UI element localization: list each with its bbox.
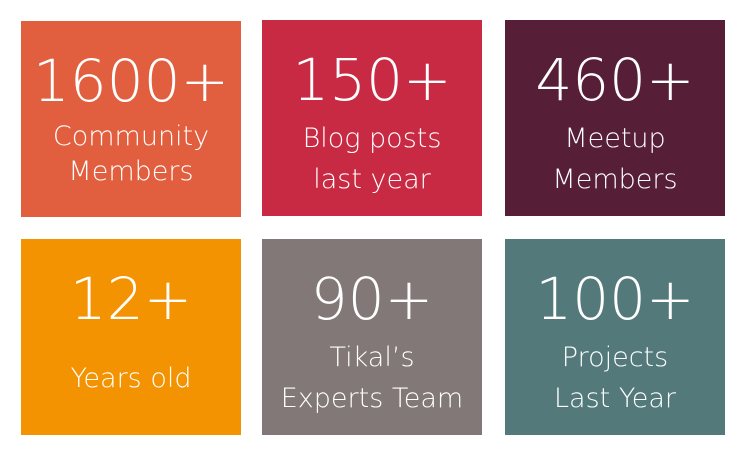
stat-tile-experts-team: 90+ Tikal’s Experts Team xyxy=(262,239,482,435)
stat-label-line2: Members xyxy=(552,164,678,195)
stat-label-line2: Members xyxy=(68,156,194,187)
stat-label-line2: Experts Team xyxy=(280,383,464,414)
stat-label-line1: Blog posts xyxy=(302,123,442,154)
stat-number: 12+ xyxy=(69,265,193,333)
stat-label-line2: Last Year xyxy=(554,383,676,414)
stat-number: 150+ xyxy=(292,46,452,114)
stat-label: Years old xyxy=(21,361,241,397)
stat-label-line1: Projects xyxy=(561,342,669,373)
stat-label: Projects Last Year xyxy=(505,337,725,419)
stat-tile-meetup-members: 460+ Meetup Members xyxy=(505,20,725,216)
stat-label-line2: last year xyxy=(313,164,431,195)
stat-number: 90+ xyxy=(310,265,434,333)
stat-label-line1: Years old xyxy=(70,363,192,394)
stat-tile-community-members: 1600+ Community Members xyxy=(21,21,241,217)
stat-tile-years-old: 12+ Years old xyxy=(21,239,241,435)
stat-number: 100+ xyxy=(535,265,695,333)
stat-label: Community Members xyxy=(21,119,241,189)
stat-label: Tikal’s Experts Team xyxy=(262,337,482,419)
stat-label: Blog posts last year xyxy=(262,118,482,200)
stat-label-line1: Tikal’s xyxy=(329,342,415,373)
stat-tile-projects: 100+ Projects Last Year xyxy=(505,239,725,435)
stat-tile-blog-posts: 150+ Blog posts last year xyxy=(262,20,482,216)
stat-label: Meetup Members xyxy=(505,118,725,200)
stat-number: 1600+ xyxy=(32,47,230,115)
stat-number: 460+ xyxy=(535,46,695,114)
stat-label-line1: Community xyxy=(52,121,210,152)
stat-label-line1: Meetup xyxy=(564,123,666,154)
